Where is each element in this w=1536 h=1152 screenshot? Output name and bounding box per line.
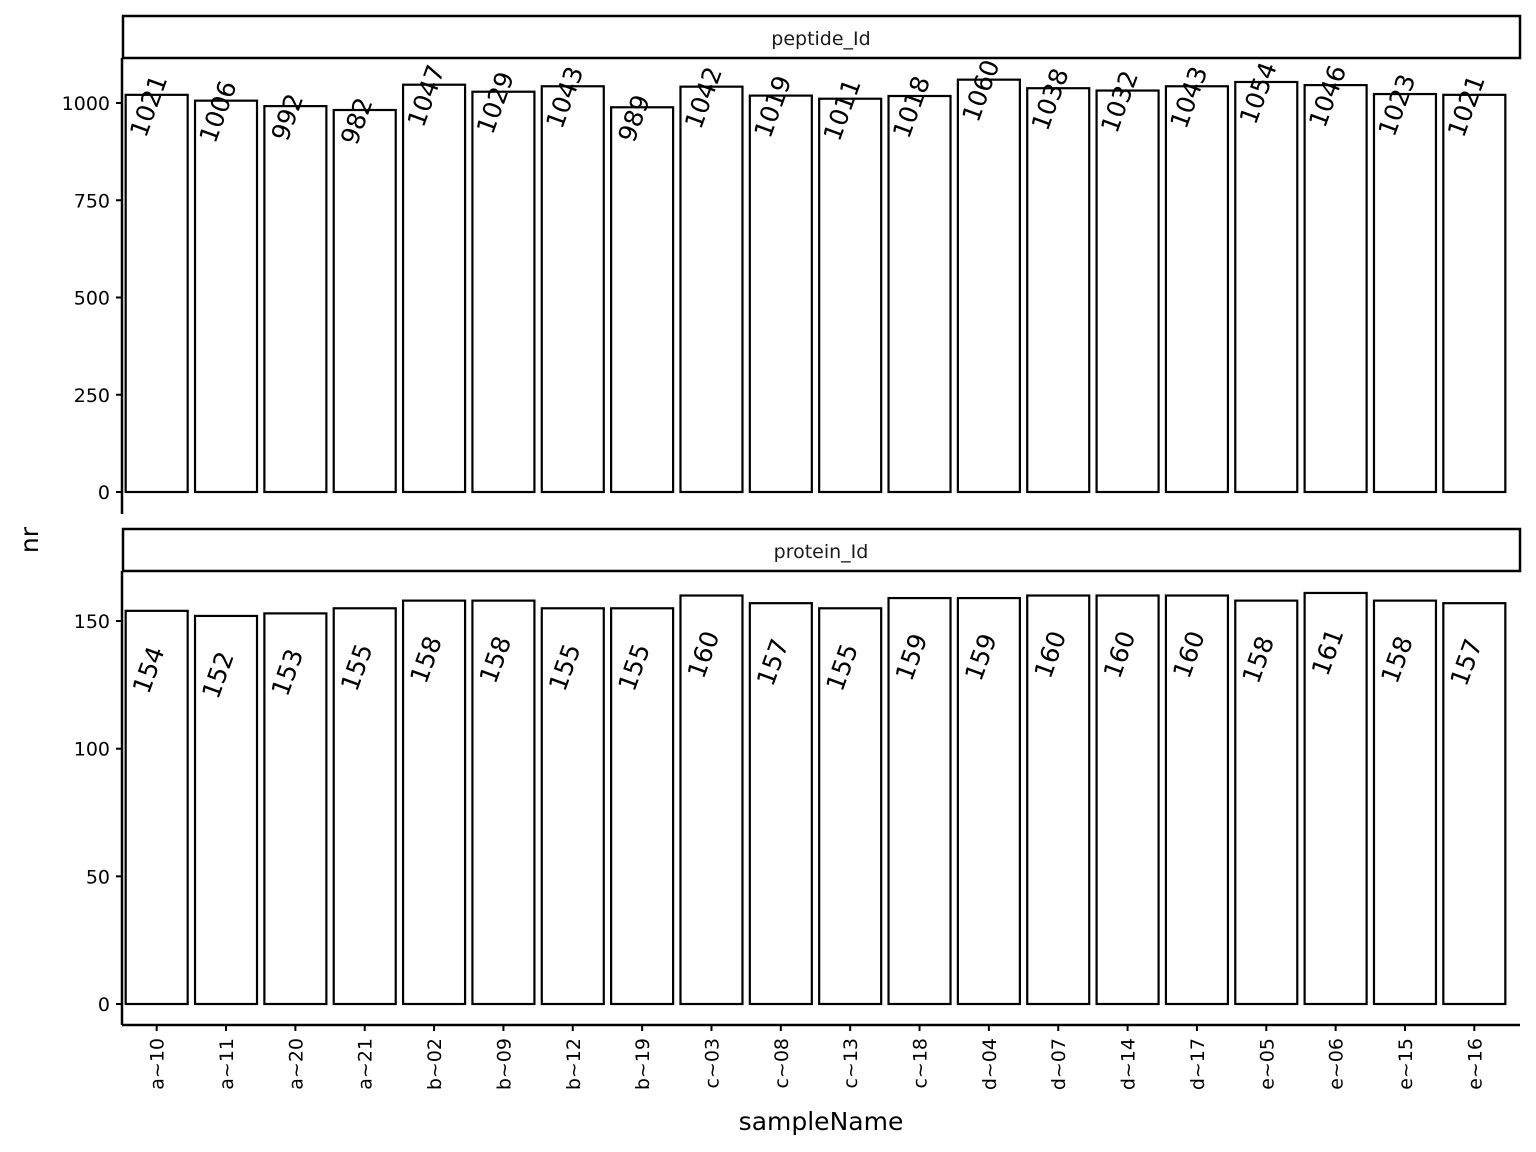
bar <box>818 97 883 494</box>
bar <box>610 106 675 494</box>
x-tick-label: a~20 <box>285 1038 307 1090</box>
y-tick-label: 250 <box>74 385 110 407</box>
facet-title-peptide: peptide_Id <box>771 28 870 50</box>
bar <box>956 78 1021 494</box>
bar <box>818 607 883 1006</box>
bar <box>1164 594 1230 1006</box>
x-axis: a~10 a~11 a~20 a~21 b~02 b~09 b~12 b~19 c~03 c~08… <box>122 1023 1520 1090</box>
bar <box>1442 602 1507 1006</box>
bar <box>679 594 744 1006</box>
bar <box>1442 93 1507 494</box>
x-tick-label: a~11 <box>216 1038 238 1090</box>
bar <box>1372 92 1438 494</box>
bar <box>1164 85 1230 494</box>
y-tick-label: 500 <box>74 288 110 310</box>
bar <box>401 599 467 1006</box>
bar <box>332 607 397 1006</box>
bar <box>1234 599 1299 1006</box>
bar <box>1026 87 1091 494</box>
x-tick-label: b~09 <box>493 1038 515 1090</box>
bar <box>887 596 952 1006</box>
bar <box>263 105 328 494</box>
bar <box>124 93 189 494</box>
x-tick-label: e~05 <box>1256 1038 1278 1090</box>
bar <box>1372 599 1438 1006</box>
x-tick-label: e~06 <box>1326 1038 1348 1090</box>
y-tick-label: 100 <box>74 739 110 761</box>
bar <box>471 90 536 494</box>
x-tick-label: d~04 <box>979 1038 1001 1090</box>
y-tick-label: 0 <box>98 482 110 504</box>
bar <box>748 602 813 1006</box>
x-tick-label: d~07 <box>1048 1038 1070 1090</box>
bar <box>1303 591 1368 1006</box>
y-tick-label: 750 <box>74 190 110 212</box>
bar <box>193 99 259 494</box>
y-tick-label: 50 <box>86 866 110 888</box>
y-tick-label: 0 <box>98 994 110 1016</box>
x-tick-label: c~08 <box>771 1038 793 1089</box>
x-tick-label: d~17 <box>1187 1038 1209 1090</box>
bar <box>540 607 605 1006</box>
facet-strip-protein: protein_Id <box>121 527 1522 573</box>
x-tick-label: b~02 <box>424 1038 446 1090</box>
bar <box>471 599 536 1006</box>
bar <box>124 609 189 1006</box>
x-tick-label: b~12 <box>563 1038 585 1090</box>
bar <box>401 83 467 494</box>
x-tick-label: c~18 <box>910 1038 932 1089</box>
bar <box>540 85 605 494</box>
facet-strip-peptide: peptide_Id <box>121 14 1522 60</box>
bar <box>332 108 397 494</box>
x-tick-label: c~13 <box>840 1038 862 1089</box>
bar <box>679 85 744 494</box>
bar <box>1303 84 1368 494</box>
x-tick-label: a~21 <box>355 1038 377 1090</box>
bar <box>887 94 952 494</box>
bar <box>1095 594 1160 1006</box>
bar <box>1026 594 1091 1006</box>
x-tick-label: e~16 <box>1464 1038 1486 1090</box>
y-axis-title: nr <box>15 526 44 553</box>
bar <box>610 607 675 1006</box>
y-tick-label: 1000 <box>62 93 110 115</box>
bar <box>1095 89 1160 494</box>
x-axis-title: sampleName <box>739 1107 904 1136</box>
bar <box>263 612 328 1006</box>
x-tick-label: b~19 <box>632 1038 654 1090</box>
x-tick-label: c~03 <box>701 1038 723 1089</box>
y-tick-label: 150 <box>74 611 110 633</box>
x-tick-label: a~10 <box>147 1038 169 1090</box>
bar <box>193 614 259 1006</box>
bar <box>748 94 813 494</box>
facet-title-protein: protein_Id <box>774 541 869 563</box>
bar <box>1234 80 1299 494</box>
bar <box>956 596 1021 1006</box>
x-tick-label: e~15 <box>1395 1038 1417 1090</box>
x-tick-label: d~14 <box>1118 1038 1140 1090</box>
